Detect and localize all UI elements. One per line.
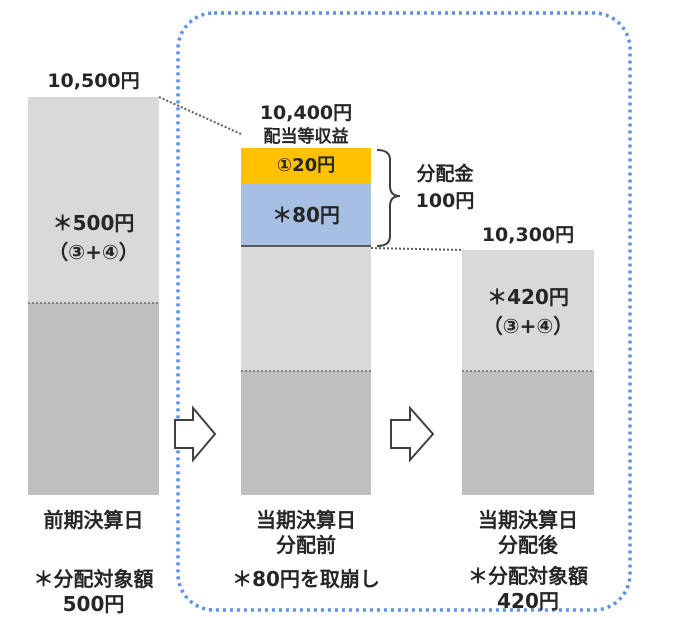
prev-upper-formula: （③+④） [48, 240, 139, 264]
after-bottom-line1: 当期決算日 [478, 508, 578, 532]
before-note: ＊80円を取崩し [232, 567, 380, 591]
before-top-label: 10,400円 [259, 102, 353, 124]
income-value: ①20円 [276, 155, 336, 176]
after-bottom-line2: 分配後 [498, 533, 558, 557]
before-bar-upper [241, 247, 371, 371]
reserve-value: ＊80円 [272, 203, 340, 227]
before-bottom-line2: 分配前 [276, 533, 336, 557]
prev-bottom-label: 前期決算日 [43, 508, 144, 532]
curly-brace-icon [376, 149, 401, 247]
after-top-label: 10,300円 [481, 224, 575, 246]
arrow-right-icon [174, 405, 217, 463]
distribution-amount: 100円 [415, 190, 475, 212]
income-segment [241, 148, 371, 183]
after-bar-lower [462, 371, 594, 495]
prev-note-line1: ＊分配対象額 [33, 567, 154, 591]
connector-prev-to-before [158, 96, 242, 135]
prev-upper-value: ＊500円 [52, 211, 135, 235]
after-note-line1: ＊分配対象額 [468, 564, 588, 588]
connector-before-to-after [370, 247, 463, 251]
before-bottom-line1: 当期決算日 [256, 508, 356, 532]
after-note-line2: 420円 [497, 589, 559, 613]
prev-bar-upper [28, 97, 159, 303]
distribution-label: 分配金 [416, 163, 474, 185]
arrow-right-icon [390, 405, 435, 463]
reserve-segment [241, 183, 371, 246]
prev-note-line2: 500円 [62, 592, 125, 616]
after-upper-value: ＊420円 [487, 285, 569, 309]
prev-top-label: 10,500円 [47, 70, 140, 92]
after-upper-formula: （③+④） [482, 314, 574, 338]
prev-bar-lower [28, 303, 159, 495]
current-period-frame [176, 11, 632, 612]
after-bar-upper [462, 250, 594, 371]
income-caption: 配当等収益 [263, 127, 349, 147]
before-bar-lower [241, 371, 371, 495]
